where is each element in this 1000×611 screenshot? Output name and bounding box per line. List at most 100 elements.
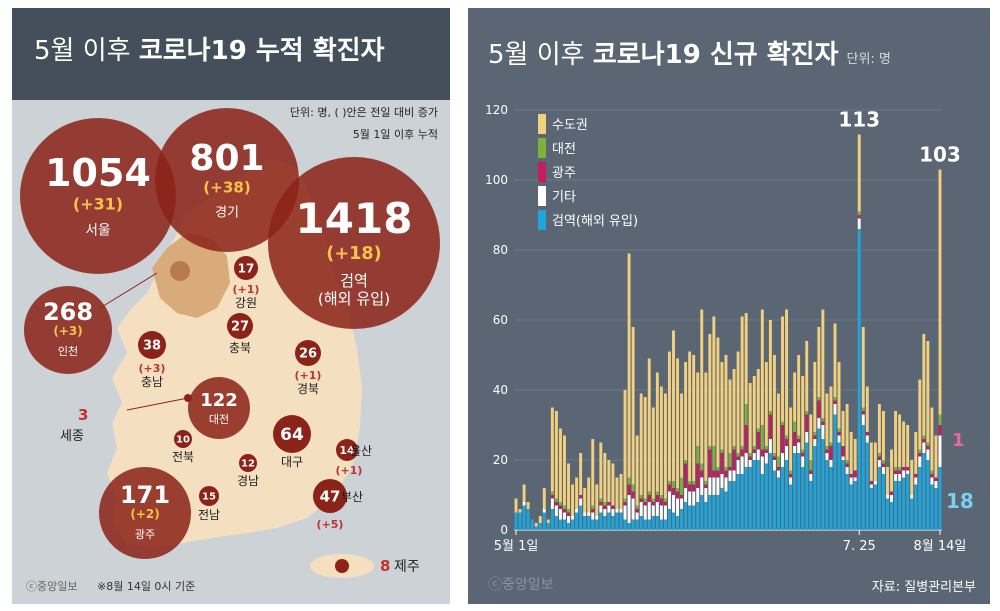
bar-other-79 bbox=[833, 404, 837, 415]
sejong-leader bbox=[126, 397, 189, 411]
bar-capital-90 bbox=[877, 404, 881, 453]
bar-other-9 bbox=[550, 498, 554, 509]
bar-quarantine-36 bbox=[659, 519, 663, 530]
bar-capital-76 bbox=[821, 309, 825, 418]
bar-gwangju-77 bbox=[825, 449, 829, 453]
region-value-daegu: 64 bbox=[280, 425, 304, 445]
bar-capital-79 bbox=[833, 323, 837, 397]
bar-other-70 bbox=[797, 442, 801, 453]
region-inc-gyeongbuk: (+1) bbox=[295, 369, 322, 382]
bar-capital-32 bbox=[643, 397, 647, 499]
bar-daejeon-74 bbox=[813, 432, 817, 436]
bubble-value-gwangju: 171 bbox=[120, 481, 170, 509]
bar-capital-93 bbox=[890, 449, 893, 492]
bar-gwangju-82 bbox=[845, 463, 849, 467]
bar-capital-53 bbox=[728, 379, 732, 453]
bar-other-18 bbox=[587, 512, 591, 516]
bar-gwangju-30 bbox=[635, 509, 639, 513]
bar-quarantine-50 bbox=[716, 495, 720, 530]
bar-other-51 bbox=[720, 474, 724, 488]
bar-capital-61 bbox=[760, 309, 764, 425]
bar-capital-17 bbox=[583, 488, 587, 513]
bar-gwangju-78 bbox=[829, 446, 833, 460]
bar-other-17 bbox=[583, 512, 587, 516]
bar-capital-36 bbox=[659, 386, 663, 495]
left-title-bold: 코로나19 누적 확진자 bbox=[138, 36, 385, 66]
bar-other-53 bbox=[728, 470, 732, 481]
legend-label-2: 광주 bbox=[552, 166, 576, 181]
bar-gwangju-62 bbox=[764, 449, 768, 453]
bar-daejeon-67 bbox=[785, 435, 789, 439]
bar-quarantine-21 bbox=[599, 512, 603, 530]
bar-other-78 bbox=[829, 460, 833, 467]
bar-quarantine-71 bbox=[801, 467, 805, 530]
bar-gwangju-85 bbox=[857, 215, 861, 219]
bubble-value-daejeon: 122 bbox=[200, 390, 238, 411]
bar-gwangju-72 bbox=[805, 414, 809, 432]
bar-gwangju-54 bbox=[732, 449, 736, 471]
bar-quarantine-63 bbox=[768, 453, 772, 530]
region-value-gyeongnam: 12 bbox=[241, 459, 255, 470]
bar-capital-67 bbox=[785, 309, 789, 436]
bar-daejeon-12 bbox=[563, 505, 566, 509]
bar-other-80 bbox=[837, 435, 841, 443]
bar-gwangju-23 bbox=[607, 502, 611, 506]
legend-label-0: 수도권 bbox=[552, 118, 588, 133]
bar-gwangju-29 bbox=[631, 491, 635, 499]
bar-gwangju-19 bbox=[591, 509, 595, 513]
bar-other-55 bbox=[736, 460, 740, 474]
right-source: 자료: 질병관리본부 bbox=[871, 580, 976, 595]
bar-quarantine-69 bbox=[793, 453, 797, 530]
bar-other-46 bbox=[700, 477, 704, 495]
region-circle-gyeongnam bbox=[239, 454, 257, 472]
bar-daejeon-95 bbox=[898, 467, 902, 471]
bar-quarantine-18 bbox=[587, 516, 591, 530]
bar-gwangju-60 bbox=[756, 432, 760, 450]
bar-other-34 bbox=[651, 505, 655, 516]
bar-daejeon-19 bbox=[591, 505, 595, 509]
bar-other-83 bbox=[849, 477, 853, 485]
bar-quarantine-99 bbox=[914, 484, 918, 530]
bar-gwangju-63 bbox=[768, 414, 772, 439]
bar-capital-60 bbox=[756, 369, 760, 429]
bar-quarantine-32 bbox=[643, 519, 647, 530]
bar-other-21 bbox=[599, 505, 603, 513]
bar-capital-98 bbox=[910, 460, 914, 495]
region-name-sejong: 세종 bbox=[60, 429, 84, 444]
bar-daejeon-59 bbox=[752, 446, 756, 450]
bar-gwangju-33 bbox=[647, 495, 651, 502]
jeju-marker bbox=[335, 559, 349, 573]
bar-gwangju-58 bbox=[748, 456, 752, 460]
region-value-jeonnam: 15 bbox=[202, 492, 216, 503]
bar-quarantine-4 bbox=[530, 519, 534, 530]
bar-other-94 bbox=[894, 474, 898, 481]
bar-gwangju-16 bbox=[579, 495, 583, 499]
bar-other-104 bbox=[934, 481, 938, 488]
incheon-leader bbox=[99, 272, 158, 309]
bar-daejeon-91 bbox=[881, 460, 885, 464]
bar-quarantine-48 bbox=[708, 495, 712, 530]
bar-quarantine-7 bbox=[542, 512, 546, 530]
bar-other-98 bbox=[910, 495, 914, 499]
bar-other-50 bbox=[716, 477, 720, 495]
bar-other-16 bbox=[579, 498, 583, 506]
region-name-busan: 부산 bbox=[341, 490, 363, 504]
bar-capital-75 bbox=[817, 327, 821, 397]
left-footer: ⓒ중앙일보 ※8월 14일 0시 기준 bbox=[26, 578, 195, 594]
bar-capital-49 bbox=[712, 316, 716, 446]
bar-capital-105 bbox=[938, 169, 942, 415]
bar-other-63 bbox=[768, 439, 772, 453]
bubble-inc-gyeonggi: (+38) bbox=[203, 178, 251, 196]
bar-daejeon-48 bbox=[708, 446, 712, 450]
y-tick-80: 80 bbox=[493, 243, 508, 257]
bar-other-86 bbox=[861, 414, 865, 425]
bar-capital-28 bbox=[627, 253, 631, 478]
bar-capital-62 bbox=[764, 362, 768, 446]
bar-capital-80 bbox=[837, 362, 841, 429]
bar-gwangju-88 bbox=[869, 481, 873, 485]
bar-other-54 bbox=[732, 470, 736, 481]
bar-quarantine-60 bbox=[756, 460, 760, 530]
left-brand: ⓒ중앙일보 bbox=[26, 580, 78, 593]
bar-capital-78 bbox=[829, 386, 833, 443]
bar-quarantine-57 bbox=[744, 467, 748, 530]
